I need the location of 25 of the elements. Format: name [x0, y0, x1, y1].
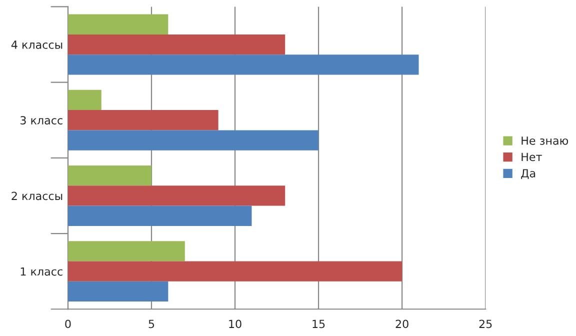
bar — [68, 281, 168, 302]
x-tick-label: 5 — [148, 320, 154, 328]
bar — [68, 186, 286, 206]
x-tick-label: 15 — [312, 320, 325, 328]
x-tick-label: 10 — [229, 320, 242, 328]
x-tick-label: 25 — [479, 320, 492, 328]
bar — [68, 54, 419, 75]
y-tick-label: 1 класс — [20, 267, 62, 276]
y-tick-label: 4 классы — [11, 40, 62, 49]
y-tick-label: 3 класс — [20, 116, 62, 124]
bar — [68, 14, 168, 34]
legend-label: Не знаю — [522, 136, 568, 145]
x-tick-label: 0 — [65, 320, 71, 328]
bar — [68, 165, 152, 186]
legend-label: Да — [521, 169, 536, 180]
legend-label: Нет — [522, 152, 542, 162]
bar — [68, 90, 102, 110]
bar — [68, 206, 252, 226]
bar — [68, 241, 185, 262]
y-tick-label: 2 классы — [12, 192, 62, 200]
bar — [68, 261, 402, 282]
x-tick-label: 20 — [396, 320, 408, 328]
bar — [68, 110, 218, 130]
bar — [68, 34, 286, 55]
bar — [68, 130, 319, 150]
